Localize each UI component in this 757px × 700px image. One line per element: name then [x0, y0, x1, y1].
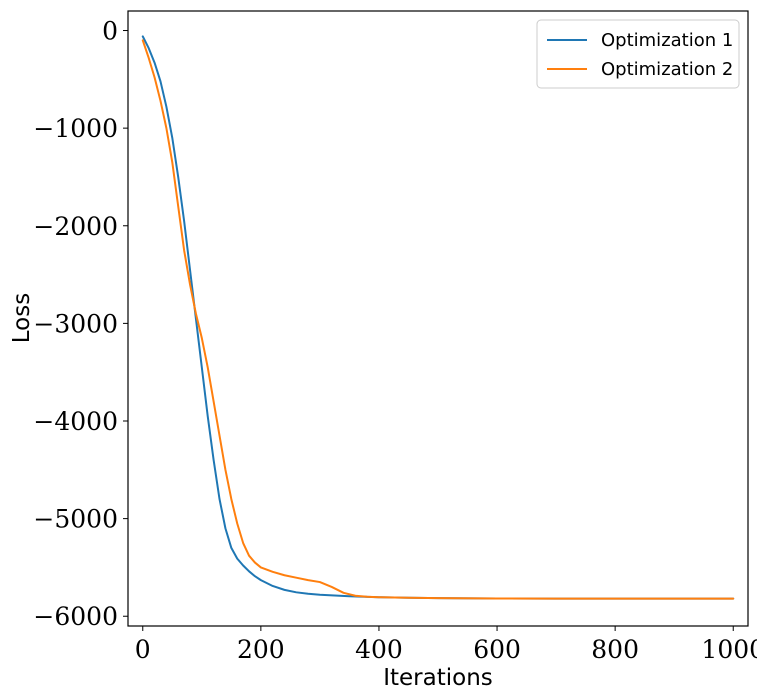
legend: Optimization 1 Optimization 2 [536, 19, 740, 89]
y-axis-label: Loss [9, 293, 35, 343]
x-tick-label: 800 [591, 635, 639, 664]
y-tick-label: −4000 [33, 407, 118, 436]
y-axis-ticks: 0 −1000 −2000 −3000 −4000 −5000 −6000 [33, 17, 128, 631]
x-tick-label: 1000 [701, 635, 757, 664]
y-tick-label: −3000 [33, 309, 118, 338]
x-tick-label: 200 [237, 635, 285, 664]
x-axis-ticks: 0 200 400 600 800 1000 [135, 626, 757, 664]
x-tick-label: 0 [135, 635, 151, 664]
series-layer [141, 35, 735, 600]
y-tick-label: −6000 [33, 602, 118, 631]
legend-box [536, 19, 740, 89]
plot-area [127, 10, 749, 627]
y-tick-label: 0 [102, 17, 118, 46]
x-axis-label: Iterations [383, 665, 493, 691]
legend-label-optimization-1: Optimization 1 [601, 30, 733, 51]
series-line-optimization-2 [141, 39, 735, 600]
legend-label-optimization-2: Optimization 2 [601, 59, 733, 80]
y-tick-label: −2000 [33, 212, 118, 241]
y-tick-label: −1000 [33, 114, 118, 143]
y-tick-label: −5000 [33, 505, 118, 534]
x-tick-label: 400 [355, 635, 403, 664]
x-tick-label: 600 [473, 635, 521, 664]
